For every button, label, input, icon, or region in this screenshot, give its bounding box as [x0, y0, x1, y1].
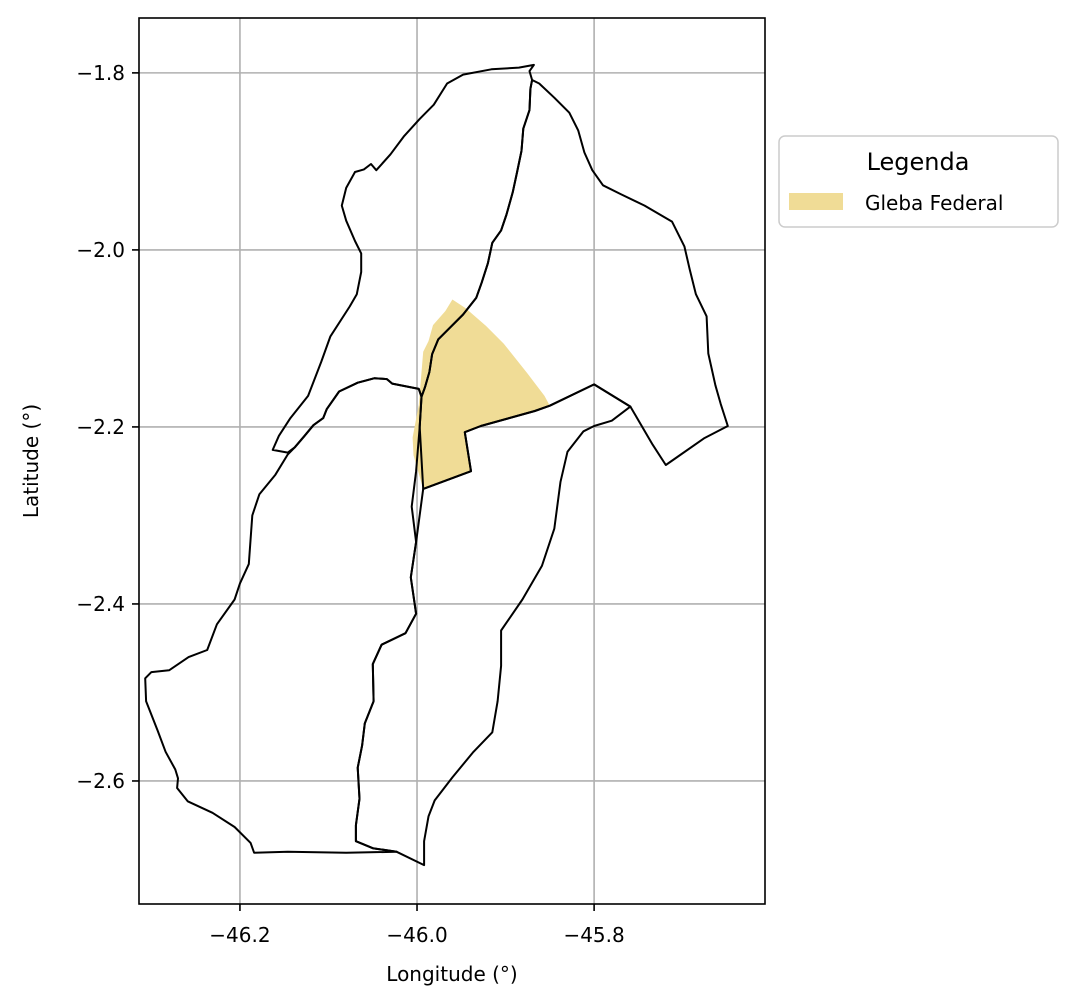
legend-title: Legenda [867, 148, 970, 176]
boundary-southeast [354, 383, 632, 867]
y-axis-label: Latitude (°) [19, 404, 43, 518]
x-tick-label: −45.8 [563, 923, 624, 947]
municipal-boundaries-layer [144, 63, 729, 867]
y-tick-label: −2.4 [76, 592, 125, 616]
legend: Legenda Gleba Federal [778, 135, 1059, 228]
legend-swatch-gleba-federal [789, 193, 843, 210]
boundary-east [418, 79, 729, 490]
x-tick-label: −46.0 [386, 923, 447, 947]
y-tick-label: −2.2 [76, 415, 125, 439]
gleba-federal-area [412, 299, 550, 489]
axis-ticks: −46.2 −46.0 −45.8 −1.8 −2.0 −2.2 −2.4 −2.6 [76, 61, 624, 947]
gleba-federal-layer [412, 299, 550, 489]
plot-frame [138, 17, 766, 905]
legend-label-gleba-federal: Gleba Federal [865, 191, 1003, 215]
y-tick-label: −1.8 [76, 61, 125, 85]
x-tick-label: −46.2 [209, 923, 270, 947]
y-tick-label: −2.0 [76, 238, 125, 262]
x-axis-label: Longitude (°) [386, 962, 517, 986]
legend-frame [778, 135, 1059, 228]
y-tick-label: −2.6 [76, 769, 125, 793]
